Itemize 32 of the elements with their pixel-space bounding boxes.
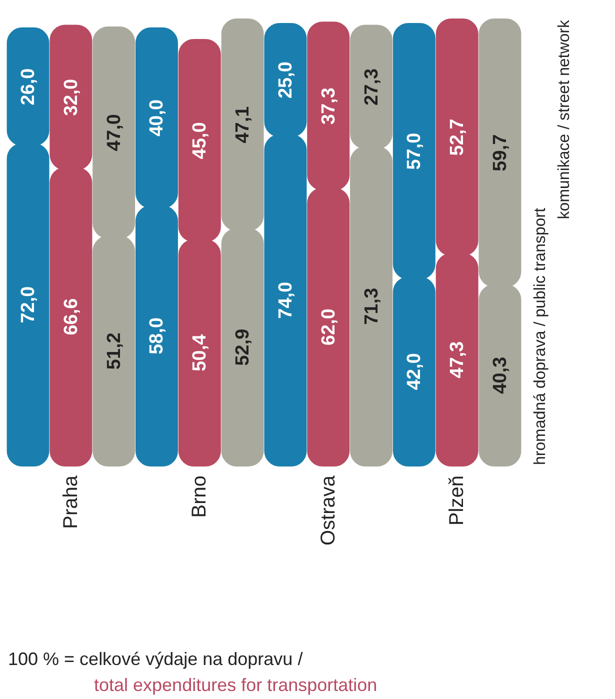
text: total expenditures for transportation [94,675,378,695]
data-label: 47,1 [232,106,254,144]
data-label: 40,3 [490,356,511,394]
data-label: 37,3 [318,88,340,125]
x-tick-label: Brno [188,476,211,518]
data-label: 42,0 [404,353,426,390]
x-tick-label: Ostrava [317,474,340,546]
text: 100 % = celkové výdaje na dopravu / [8,649,303,669]
data-label: 47,3 [447,341,468,378]
text: hromadná doprava / public transport [532,207,549,465]
data-label: 27,3 [361,68,382,106]
data-label: 50,4 [190,334,211,372]
data-label: 59,7 [490,134,511,172]
x-tick-label: Plzeň [446,476,468,526]
data-label: 71,3 [361,288,382,325]
data-label: 66,6 [60,298,82,336]
data-label: 51,2 [104,332,125,370]
data-label: 72,0 [18,286,40,324]
data-label: 45,0 [190,122,211,160]
x-tick-label: Praha [60,474,82,529]
data-label: 32,0 [60,78,82,116]
data-label: 62,0 [318,308,340,346]
data-label: 26,0 [18,68,40,106]
data-label: 47,0 [104,114,125,152]
data-label: 57,0 [404,132,426,170]
data-label: 25,0 [275,62,296,99]
data-label: 58,0 [146,317,168,354]
data-label: 52,9 [232,328,254,366]
data-label: 40,0 [146,99,168,136]
data-label: 52,7 [447,118,468,156]
text: komunikace / street network [556,19,573,220]
data-label: 74,0 [275,282,296,319]
